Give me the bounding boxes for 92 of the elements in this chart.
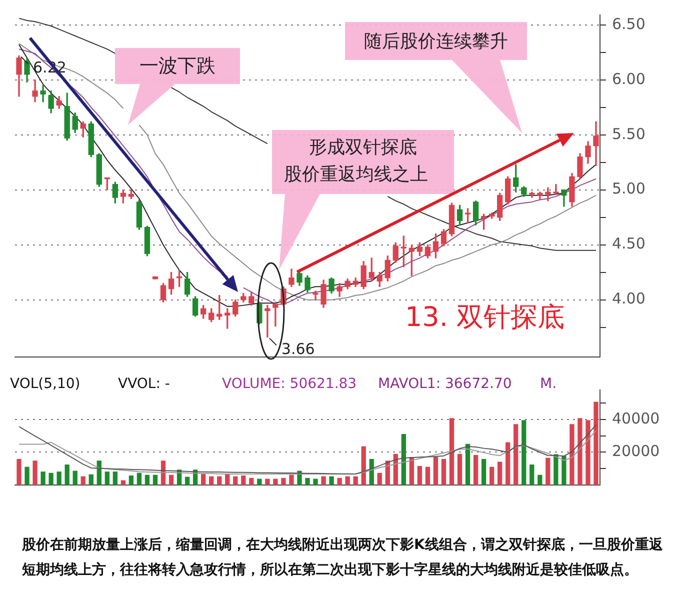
bar xyxy=(465,444,470,485)
bar xyxy=(345,476,350,485)
bar xyxy=(473,455,478,485)
bar xyxy=(401,434,406,485)
candlestick xyxy=(264,304,270,338)
bar xyxy=(425,466,430,485)
y-tick-label: 6.00 xyxy=(612,70,646,88)
bar xyxy=(152,474,158,485)
bar xyxy=(441,458,446,485)
bar xyxy=(40,472,46,485)
bar xyxy=(217,476,222,485)
bar xyxy=(313,478,318,485)
bar xyxy=(128,476,134,485)
bar xyxy=(554,454,558,485)
candlestick xyxy=(272,302,278,327)
bar xyxy=(225,474,230,485)
bar xyxy=(538,474,542,485)
bar xyxy=(184,476,190,485)
bar xyxy=(136,472,142,485)
text: 股价在前期放量上涨后，缩量回调，在大均线附近出现两次下影K线组合，谓之双针探底，一旦股价重返短期均线上方，往往将转入急攻行情，所以在第二次出现下影十字星线的大均线附近是较佳低吸点。 xyxy=(22,536,664,580)
bar xyxy=(48,472,54,485)
annotation: 一波下跌 xyxy=(138,54,216,79)
bar xyxy=(546,458,550,485)
bar xyxy=(289,474,294,485)
bar xyxy=(562,456,566,485)
bar xyxy=(56,472,62,485)
bar xyxy=(241,476,246,485)
y-tick-label: 40000 xyxy=(612,409,660,428)
bar xyxy=(249,478,254,485)
bar xyxy=(281,478,286,485)
bar xyxy=(570,424,574,485)
bar xyxy=(506,442,510,485)
annotation: VVOL: - xyxy=(118,375,170,394)
bar xyxy=(530,464,534,485)
bar xyxy=(200,474,206,485)
bar xyxy=(594,402,598,485)
bar xyxy=(144,474,150,485)
bar xyxy=(32,460,38,485)
annotation: 13. 双针探底 xyxy=(405,301,565,335)
bar xyxy=(321,476,326,485)
bar xyxy=(233,476,238,485)
annotation: M. xyxy=(540,375,557,394)
candlestick xyxy=(593,121,599,166)
bar xyxy=(112,472,118,485)
bar xyxy=(433,456,438,485)
bar xyxy=(361,446,366,485)
annotation: 形成双针探底 xyxy=(309,137,417,158)
bar xyxy=(168,474,174,485)
annotation: VOLUME: 50621.83 xyxy=(222,375,357,394)
y-tick-label: 4.50 xyxy=(612,234,646,253)
annotation: 随后股价连续攀升 xyxy=(363,30,509,54)
annotation: 股价重返均线之上 xyxy=(284,163,428,187)
bar xyxy=(417,466,422,485)
bar xyxy=(514,424,518,485)
bar xyxy=(377,472,382,485)
bar xyxy=(578,418,582,485)
y-tick-label: 20000 xyxy=(612,442,660,460)
annotation: VOL(5,10) xyxy=(10,375,80,394)
bar xyxy=(16,458,22,485)
bar xyxy=(88,474,94,485)
bar xyxy=(257,478,262,485)
bar xyxy=(265,478,270,485)
candlestick xyxy=(553,184,559,195)
bar xyxy=(353,476,358,485)
bar xyxy=(481,458,486,485)
bar xyxy=(104,472,110,485)
bar xyxy=(522,420,526,485)
y-tick-label: 5.50 xyxy=(612,124,646,143)
bar xyxy=(586,420,590,485)
bar xyxy=(72,470,78,485)
bar xyxy=(64,464,70,485)
y-tick-label: 4.00 xyxy=(612,290,646,308)
annotation: 3.66 xyxy=(281,340,315,358)
bar xyxy=(305,478,310,485)
candlestick xyxy=(312,290,318,300)
bar xyxy=(498,462,502,485)
bar xyxy=(273,478,278,485)
bar xyxy=(96,460,102,485)
y-tick-label: 6.50 xyxy=(612,14,646,33)
bar xyxy=(457,454,462,485)
bar xyxy=(329,476,334,485)
annotation: MAVOL1: 36672.70 xyxy=(378,375,512,394)
bar xyxy=(120,480,126,485)
bar xyxy=(80,476,86,485)
bar xyxy=(489,466,494,485)
candlestick xyxy=(40,85,46,102)
bar xyxy=(24,466,30,485)
bar xyxy=(337,478,342,485)
bar xyxy=(209,476,214,485)
bar xyxy=(449,418,454,485)
bar xyxy=(393,454,398,485)
y-tick-label: 5.00 xyxy=(612,180,646,198)
